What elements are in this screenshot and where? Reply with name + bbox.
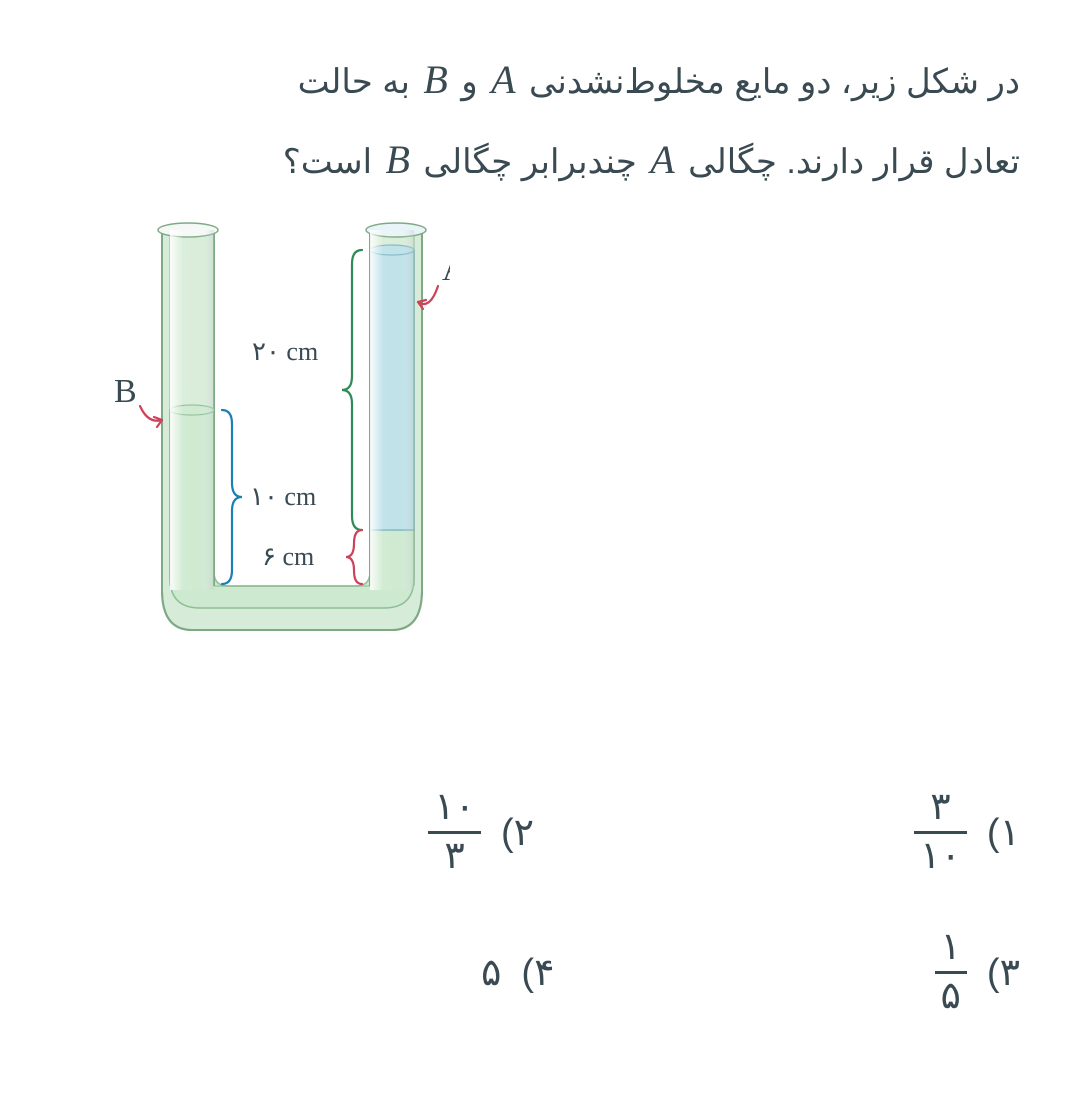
left-opening (158, 223, 218, 237)
answer-3[interactable]: ۳) ۱ ۵ (935, 927, 1021, 1018)
answer-4-num: ۴) (521, 950, 554, 995)
q-line2a: تعادل قرار دارند. چگالی (679, 143, 1020, 181)
answer-2-top: ۱۰ (428, 787, 481, 831)
q-varA-2: A (646, 137, 678, 182)
q-varB-1: B (419, 57, 451, 102)
answer-1[interactable]: ۱) ۳ ۱۰ (914, 787, 1020, 878)
answer-3-frac: ۱ ۵ (935, 927, 967, 1018)
q-mid1: و (452, 63, 478, 101)
dim-20-label: ۲۰ cm (252, 337, 318, 366)
answer-3-bot: ۵ (935, 974, 967, 1018)
answer-2-frac: ۱۰ ۳ (428, 787, 481, 878)
answer-4-val: ۵ (481, 950, 501, 995)
answer-1-top: ۳ (924, 787, 956, 831)
q-varB-2: B (382, 137, 414, 182)
brace (222, 410, 242, 584)
u-tube-diagram: ۲۰ cm ۱۰ cm ۶ cm A B (90, 210, 450, 650)
answer-4[interactable]: ۴) ۵ (481, 950, 555, 995)
brace (346, 530, 362, 584)
answer-2-num: ۲) (501, 810, 534, 855)
answer-2[interactable]: ۲) ۱۰ ۳ (428, 787, 534, 878)
q-line2b: چندبرابر چگالی (414, 143, 637, 181)
answer-row-2: ۳) ۱ ۵ ۴) ۵ (60, 927, 1020, 1018)
q-pre1: در شکل زیر، دو مایع مخلوط‌نشدنی (520, 63, 1020, 101)
answer-1-bot: ۱۰ (914, 834, 967, 878)
q-line2c: است؟ (283, 143, 372, 181)
answer-1-frac: ۳ ۱۰ (914, 787, 967, 878)
label-A: A (442, 251, 450, 288)
liquid-A-fill (370, 250, 414, 530)
question-text: در شکل زیر، دو مایع مخلوط‌نشدنی A و B به… (100, 40, 1020, 200)
answer-grid: ۱) ۳ ۱۰ ۲) ۱۰ ۳ ۳) ۱ (60, 787, 1020, 1068)
answer-3-num: ۳) (987, 950, 1020, 995)
dim-10-label: ۱۰ cm (250, 482, 316, 511)
answer-3-top: ۱ (935, 927, 967, 971)
answer-row-1: ۱) ۳ ۱۰ ۲) ۱۰ ۳ (60, 787, 1020, 878)
page: در شکل زیر، دو مایع مخلوط‌نشدنی A و B به… (0, 0, 1080, 1108)
answer-1-num: ۱) (987, 810, 1020, 855)
dim-6-label: ۶ cm (262, 542, 314, 571)
answer-2-bot: ۳ (438, 834, 470, 878)
q-post1: به حالت (298, 63, 410, 101)
label-B: B (114, 373, 137, 410)
right-opening (366, 223, 426, 237)
q-varA-1: A (487, 57, 519, 102)
diagram-svg: ۲۰ cm ۱۰ cm ۶ cm A B (90, 210, 450, 650)
brace (342, 250, 362, 530)
